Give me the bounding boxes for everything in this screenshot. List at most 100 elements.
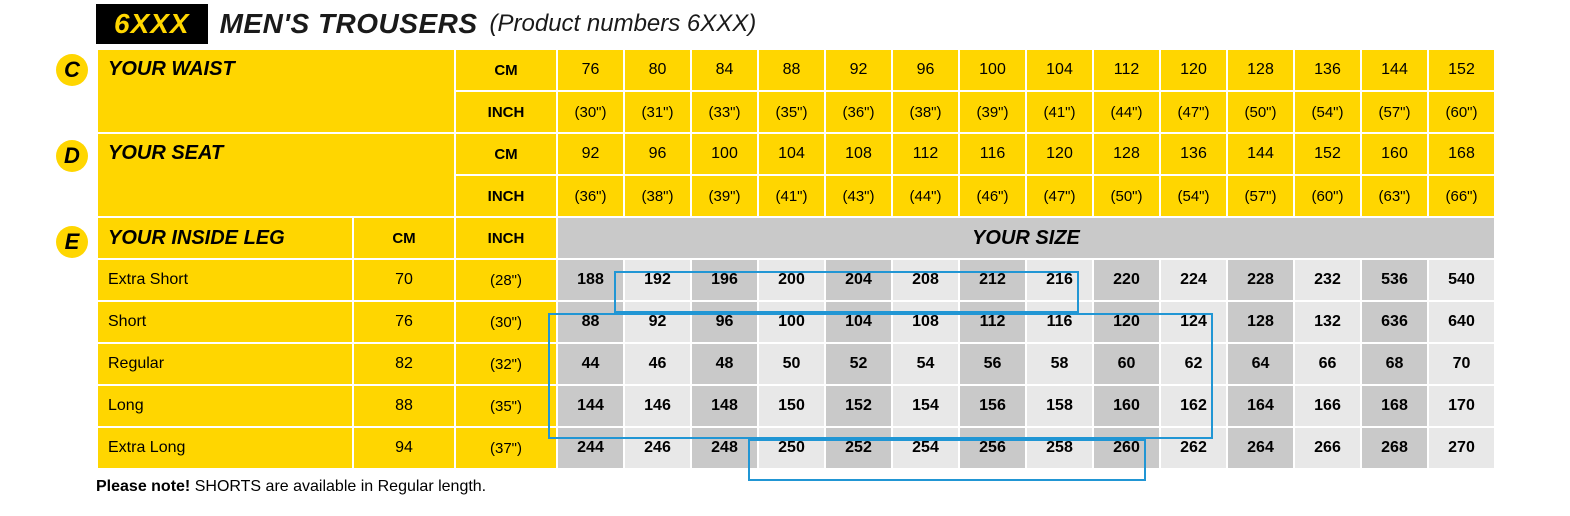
badge-e: E: [56, 226, 88, 258]
waist-inch-0: (30"): [558, 92, 623, 132]
size-0-13: 540: [1429, 260, 1494, 300]
size-4-8: 260: [1094, 428, 1159, 468]
badge-d: D: [56, 140, 88, 172]
seat-inch-6: (46"): [960, 176, 1025, 216]
size-2-2: 48: [692, 344, 757, 384]
seat-cm-11: 152: [1295, 134, 1360, 174]
size-1-2: 96: [692, 302, 757, 342]
size-4-2: 248: [692, 428, 757, 468]
size-1-9: 124: [1161, 302, 1226, 342]
unit-inch: INCH: [456, 218, 556, 258]
footnote-text: SHORTS are available in Regular length.: [190, 478, 486, 495]
footnote: Please note! SHORTS are available in Reg…: [96, 478, 1570, 496]
waist-cm-3: 88: [759, 50, 824, 90]
seat-inch-2: (39"): [692, 176, 757, 216]
waist-cm-13: 152: [1429, 50, 1494, 90]
size-4-13: 270: [1429, 428, 1494, 468]
waist-label: YOUR WAIST: [98, 50, 454, 132]
waist-cm-10: 128: [1228, 50, 1293, 90]
size-0-6: 212: [960, 260, 1025, 300]
size-1-11: 132: [1295, 302, 1360, 342]
unit-cm: CM: [456, 134, 556, 174]
size-4-11: 266: [1295, 428, 1360, 468]
size-4-3: 250: [759, 428, 824, 468]
leg-label-4: Extra Long: [98, 428, 352, 468]
size-2-12: 68: [1362, 344, 1427, 384]
seat-cm-0: 92: [558, 134, 623, 174]
waist-inch-4: (36"): [826, 92, 891, 132]
size-1-1: 92: [625, 302, 690, 342]
size-3-2: 148: [692, 386, 757, 426]
leg-label-1: Short: [98, 302, 352, 342]
seat-cm-1: 96: [625, 134, 690, 174]
size-3-3: 150: [759, 386, 824, 426]
size-2-1: 46: [625, 344, 690, 384]
size-3-12: 168: [1362, 386, 1427, 426]
your-size-label: YOUR SIZE: [558, 218, 1494, 258]
unit-inch: INCH: [456, 92, 556, 132]
waist-cm-1: 80: [625, 50, 690, 90]
waist-cm-7: 104: [1027, 50, 1092, 90]
leg-cm-1: 76: [354, 302, 454, 342]
waist-cm-6: 100: [960, 50, 1025, 90]
size-3-8: 160: [1094, 386, 1159, 426]
size-4-6: 256: [960, 428, 1025, 468]
size-table: YOUR WAISTCM7680848892961001041121201281…: [96, 48, 1496, 470]
size-1-8: 120: [1094, 302, 1159, 342]
seat-cm-5: 112: [893, 134, 958, 174]
seat-inch-5: (44"): [893, 176, 958, 216]
size-4-0: 244: [558, 428, 623, 468]
waist-inch-12: (57"): [1362, 92, 1427, 132]
size-2-0: 44: [558, 344, 623, 384]
leg-inch-2: (32"): [456, 344, 556, 384]
seat-inch-10: (57"): [1228, 176, 1293, 216]
waist-inch-10: (50"): [1228, 92, 1293, 132]
size-0-1: 192: [625, 260, 690, 300]
size-3-0: 144: [558, 386, 623, 426]
waist-inch-6: (39"): [960, 92, 1025, 132]
size-0-3: 200: [759, 260, 824, 300]
waist-inch-9: (47"): [1161, 92, 1226, 132]
waist-cm-9: 120: [1161, 50, 1226, 90]
size-4-10: 264: [1228, 428, 1293, 468]
waist-inch-13: (60"): [1429, 92, 1494, 132]
waist-inch-11: (54"): [1295, 92, 1360, 132]
size-0-8: 220: [1094, 260, 1159, 300]
size-0-0: 188: [558, 260, 623, 300]
seat-cm-8: 128: [1094, 134, 1159, 174]
waist-cm-0: 76: [558, 50, 623, 90]
size-2-6: 56: [960, 344, 1025, 384]
size-4-7: 258: [1027, 428, 1092, 468]
seat-inch-11: (60"): [1295, 176, 1360, 216]
size-1-13: 640: [1429, 302, 1494, 342]
size-1-7: 116: [1027, 302, 1092, 342]
size-3-6: 156: [960, 386, 1025, 426]
waist-cm-2: 84: [692, 50, 757, 90]
leg-inch-4: (37"): [456, 428, 556, 468]
waist-inch-7: (41"): [1027, 92, 1092, 132]
size-2-10: 64: [1228, 344, 1293, 384]
size-2-4: 52: [826, 344, 891, 384]
waist-inch-5: (38"): [893, 92, 958, 132]
leg-cm-2: 82: [354, 344, 454, 384]
size-1-4: 104: [826, 302, 891, 342]
seat-cm-3: 104: [759, 134, 824, 174]
size-4-9: 262: [1161, 428, 1226, 468]
waist-inch-1: (31"): [625, 92, 690, 132]
size-2-5: 54: [893, 344, 958, 384]
leg-inch-3: (35"): [456, 386, 556, 426]
size-0-9: 224: [1161, 260, 1226, 300]
size-2-3: 50: [759, 344, 824, 384]
size-0-12: 536: [1362, 260, 1427, 300]
leg-label-2: Regular: [98, 344, 352, 384]
seat-cm-13: 168: [1429, 134, 1494, 174]
leg-inch-1: (30"): [456, 302, 556, 342]
size-1-6: 112: [960, 302, 1025, 342]
seat-inch-4: (43"): [826, 176, 891, 216]
size-0-10: 228: [1228, 260, 1293, 300]
size-2-8: 60: [1094, 344, 1159, 384]
page-subtitle: (Product numbers 6XXX): [490, 10, 757, 38]
size-1-12: 636: [1362, 302, 1427, 342]
size-2-9: 62: [1161, 344, 1226, 384]
waist-cm-12: 144: [1362, 50, 1427, 90]
